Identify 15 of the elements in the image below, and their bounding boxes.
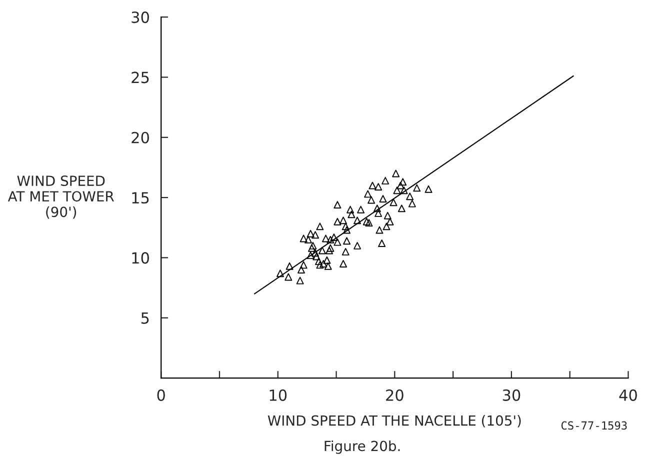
x-tick-label: 10 — [270, 389, 287, 401]
y-tick-label: 25 — [132, 72, 149, 84]
x-tick-label: 0 — [157, 389, 165, 401]
y-tick-label: 20 — [132, 132, 149, 144]
x-tick-label: 20 — [386, 389, 404, 401]
y-axis-title: WIND SPEED AT MET TOWER (90') — [8, 176, 114, 219]
caption: Figure 20b. — [324, 440, 400, 454]
y-tick-label: 30 — [132, 12, 149, 24]
y-tick-label: 15 — [132, 192, 149, 204]
text: CS-77-1593 — [561, 421, 627, 430]
x-tick-label: 40 — [619, 389, 637, 401]
x-axis-title: WIND SPEED AT THE NACELLE (105') — [268, 415, 521, 428]
x-tick-label: 30 — [502, 389, 520, 401]
y-tick-label: 5 — [141, 312, 149, 324]
y-tick-label: 10 — [132, 252, 149, 264]
